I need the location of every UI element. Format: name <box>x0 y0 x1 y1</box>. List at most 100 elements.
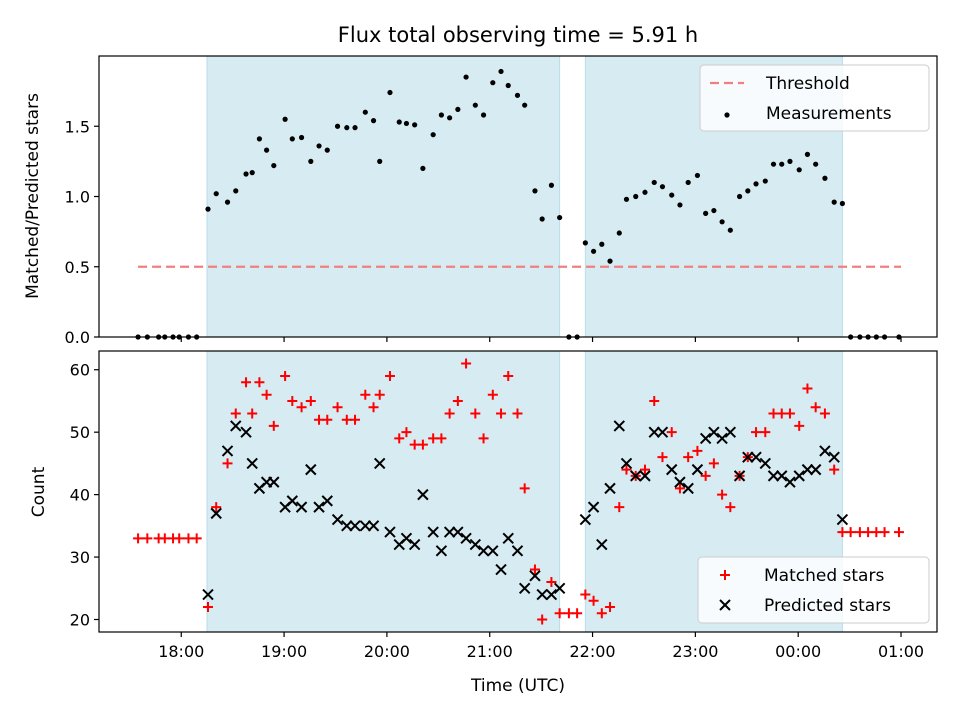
data-point <box>639 470 651 482</box>
data-point <box>401 427 412 438</box>
data-point <box>703 210 709 216</box>
data-point <box>331 513 344 526</box>
y-tick-label: 1.0 <box>65 188 90 207</box>
data-point <box>685 179 691 186</box>
data-point <box>742 451 754 463</box>
data-point <box>657 452 668 463</box>
series-measurements <box>135 68 902 340</box>
data-point <box>460 532 472 545</box>
data-point <box>801 463 814 476</box>
data-point <box>359 520 372 532</box>
data-point <box>639 464 650 475</box>
data-point <box>546 577 557 588</box>
data-point <box>750 451 762 463</box>
data-point <box>280 370 291 381</box>
data-point <box>590 248 597 254</box>
data-point <box>222 458 233 469</box>
data-point <box>313 501 325 513</box>
data-point <box>420 165 426 171</box>
data-point <box>804 151 811 157</box>
data-point <box>539 216 545 222</box>
legend-label: Predicted stars <box>764 596 891 616</box>
data-point <box>469 538 482 551</box>
data-point <box>793 470 805 482</box>
data-point <box>699 432 712 445</box>
data-point <box>505 82 511 89</box>
x-tick-label: 19:00 <box>261 642 307 661</box>
data-point <box>779 161 785 167</box>
data-point <box>373 457 386 470</box>
data-point <box>417 439 428 450</box>
data-point <box>202 588 214 601</box>
data-point <box>384 526 396 538</box>
x-tick-label: 21:00 <box>467 642 513 661</box>
y-tick-label: 1.5 <box>65 117 90 136</box>
data-point <box>478 433 489 444</box>
data-point <box>487 545 499 557</box>
data-point <box>403 120 410 127</box>
data-point <box>787 158 793 164</box>
data-point <box>268 476 280 488</box>
data-point <box>642 189 648 195</box>
data-point <box>511 545 524 557</box>
data-point <box>736 193 743 200</box>
data-point <box>532 188 538 194</box>
data-point <box>548 182 555 188</box>
data-point <box>308 158 314 164</box>
data-point <box>674 476 686 488</box>
data-point <box>554 608 565 619</box>
legend: Matched stars Predicted stars <box>697 556 930 624</box>
data-point <box>174 533 185 544</box>
data-point <box>298 134 305 141</box>
legend-box <box>697 556 930 624</box>
data-point <box>360 389 371 400</box>
data-point <box>770 161 777 167</box>
data-point <box>607 258 613 264</box>
y-tick-label: 30 <box>70 548 90 567</box>
data-point <box>490 80 496 86</box>
data-point <box>802 383 813 394</box>
data-point <box>211 502 222 513</box>
data-point <box>829 464 840 475</box>
data-point <box>444 408 455 419</box>
data-point <box>819 408 830 419</box>
data-point <box>205 206 211 212</box>
data-point <box>613 420 625 432</box>
data-point <box>286 495 299 507</box>
legend-label: Threshold <box>765 74 850 94</box>
data-point <box>350 414 361 425</box>
data-point <box>349 520 361 532</box>
data-point <box>305 395 316 406</box>
data-point <box>580 589 591 600</box>
data-point <box>334 123 341 129</box>
data-point <box>596 538 608 551</box>
data-point <box>727 227 733 233</box>
data-point <box>666 427 677 438</box>
y-tick-label: 50 <box>70 423 90 442</box>
x-tick-label: 22:00 <box>569 642 615 661</box>
data-point <box>305 463 317 476</box>
data-point <box>472 102 478 108</box>
data-point <box>623 196 630 202</box>
data-point <box>536 588 548 601</box>
data-point <box>796 167 802 173</box>
data-point <box>753 181 759 187</box>
data-point <box>503 370 514 381</box>
data-point <box>694 172 701 179</box>
x-tick-label: 00:00 <box>775 642 821 661</box>
data-point <box>649 395 660 406</box>
data-point <box>819 445 831 457</box>
data-point <box>767 470 780 482</box>
data-point <box>725 502 736 513</box>
data-point <box>719 219 725 225</box>
data-point <box>213 191 219 197</box>
legend-predicted-swatch <box>719 599 731 611</box>
data-point <box>724 426 737 438</box>
data-point <box>762 178 768 184</box>
data-point <box>443 526 456 538</box>
data-point <box>387 89 393 96</box>
data-point <box>362 109 368 115</box>
data-point <box>261 389 272 400</box>
data-point <box>596 608 607 619</box>
